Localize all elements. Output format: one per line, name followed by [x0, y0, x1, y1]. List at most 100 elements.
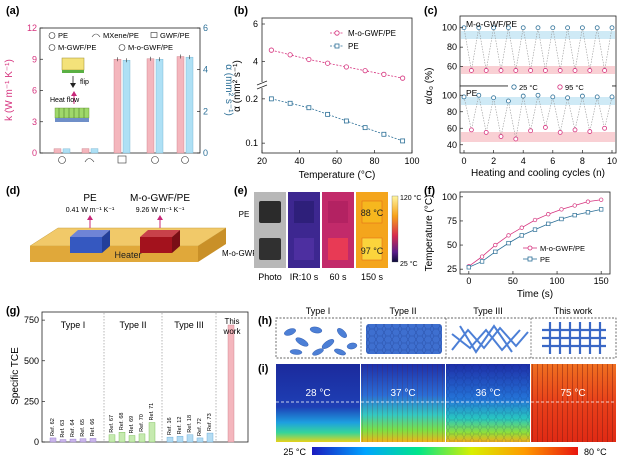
panel-f-legend: M-o-GWF/PE PE — [523, 244, 585, 264]
g-ref-label: Ref. 71 — [149, 403, 155, 421]
a-bar-k — [53, 148, 62, 154]
panel-b-label: (b) — [234, 5, 248, 17]
panel-b-series — [268, 47, 406, 144]
c-point-25 — [594, 25, 600, 31]
b-point — [381, 131, 387, 137]
panel-c-lower-band-blue — [461, 97, 615, 105]
panel-a-inset: flip Heat flow — [50, 57, 90, 122]
heater-label: Heater — [114, 250, 141, 260]
mogwf-heat-arrowhead-icon — [157, 215, 163, 220]
group-label-this-work-line2: work — [223, 327, 242, 336]
pe-block-front — [70, 237, 102, 253]
ir-150s-mogwf — [361, 237, 383, 261]
panel-a-left-ticks: 0 3 6 9 12 — [27, 23, 43, 158]
g-y-tick-label: 250 — [24, 396, 39, 406]
c-point-25 — [594, 94, 600, 100]
panel-a-x-icons — [58, 155, 189, 164]
f-point — [532, 217, 538, 223]
c-point-25 — [505, 25, 511, 31]
panel-c-label: (c) — [424, 5, 438, 17]
g-y-tick-label: 0 — [34, 437, 39, 447]
panel-f-ylabel: Temperature (°C) — [424, 195, 435, 272]
b-point — [325, 111, 331, 117]
legend-gwf-icon — [150, 32, 158, 38]
legend-f-mogwf: M-o-GWF/PE — [540, 244, 585, 253]
f-point — [493, 242, 498, 248]
group-label-type-2: Type II — [119, 320, 146, 330]
f-point — [519, 225, 524, 230]
group-label-type-1: Type I — [61, 320, 86, 330]
g-ref-label: Ref. 62 — [50, 418, 56, 436]
ir-color-scale — [391, 195, 399, 263]
inset-block-top-edge — [62, 70, 84, 73]
panel-a-legend: PE MXene/PE GWF/PE M-GWF/PE M-o-GWF/PE — [48, 31, 190, 52]
heater-side — [198, 228, 226, 262]
pe-block-side — [102, 230, 110, 253]
panel-d-mogwf-label: M-o-GWF/PE — [130, 193, 190, 204]
g-y-tick-label: 500 — [24, 356, 39, 366]
panel-g-dividers — [103, 313, 217, 441]
a-bar-k — [113, 59, 122, 154]
col-label-60s: 60 s — [329, 272, 347, 282]
inset-flip-label: flip — [80, 79, 89, 86]
c-point-25 — [491, 95, 497, 101]
c-point-95 — [483, 129, 489, 135]
g-ref-label: Ref. 63 — [60, 420, 66, 438]
g-bar — [138, 433, 146, 443]
a-left-tick-label: 0 — [32, 148, 37, 158]
x-icon-m-gwf — [151, 156, 159, 164]
panel-e-label: (e) — [234, 185, 248, 197]
panel-c-upper-series — [461, 25, 615, 73]
panel-c-legend: 25 °C 95 °C — [508, 82, 612, 92]
ir-150s-mogwf-temp: 97 °C — [361, 246, 384, 256]
c-point-25 — [580, 25, 585, 31]
g-bar — [186, 434, 194, 443]
ir-60s-pe — [328, 201, 348, 223]
legend-b-pe-marker — [334, 43, 340, 49]
a-bar-alpha — [62, 148, 71, 154]
c-point-25 — [505, 98, 511, 104]
panel-d-label: (d) — [6, 185, 20, 197]
f-point — [479, 259, 485, 264]
c-point-25 — [565, 95, 570, 101]
g-bar — [227, 324, 235, 443]
mogwf-block-top — [140, 230, 180, 237]
panel-c-upper-band-pink — [461, 66, 615, 74]
panel-b-legend: M-o-GWF/PE PE — [330, 29, 396, 51]
panel-d-pe-k: 0.41 W m⁻¹ K⁻¹ — [66, 207, 115, 214]
b-point — [343, 64, 349, 70]
b-x-tick-label: 40 — [294, 156, 304, 166]
panel-f-y-ticks: 25 50 75 100 — [442, 192, 463, 274]
panel-f-xlabel: Time (s) — [517, 289, 553, 300]
a-bar-alpha — [90, 148, 99, 154]
panel-c-upper-label: M-o-GWF/PE — [466, 19, 517, 29]
a-right-tick-label: 0 — [203, 148, 208, 158]
c-x-tick-label: 8 — [580, 156, 585, 166]
panel-h-this-work: This work — [554, 306, 593, 316]
c-y-tick-label: 100 — [442, 23, 457, 33]
c-y-tick-label: 100 — [442, 90, 457, 100]
g-bar — [128, 435, 136, 443]
c-point-95 — [572, 68, 578, 73]
g-bar — [118, 432, 126, 443]
panel-e-row-pe: PE — [239, 210, 250, 219]
panel-d: (d) Heater PE M-o-GWF/PE 0.41 W m⁻¹ K⁻¹ … — [6, 185, 227, 262]
a-bar-alpha — [155, 59, 164, 154]
panel-c-upper: M-o-GWF/PE — [459, 15, 617, 87]
c-y-tick-label: 60 — [447, 123, 457, 133]
panel-d-mogwf-k: 9.26 W m⁻¹ K⁻¹ — [136, 207, 185, 214]
g-bar — [206, 432, 214, 443]
f-point — [559, 207, 564, 212]
c-y-tick-label: 60 — [447, 62, 457, 72]
c-point-95 — [528, 68, 533, 73]
c-point-95 — [587, 129, 593, 134]
b-y-tick-label: 6 — [253, 19, 258, 29]
panel-c-y-ticks: 60 80 100 40 60 80 100 — [442, 23, 463, 150]
ir-10s-pe — [294, 201, 314, 223]
b-point — [306, 56, 312, 63]
panel-a-bars — [53, 54, 194, 154]
sim-temp-type-1: 28 °C — [305, 388, 330, 399]
c-point-25 — [520, 25, 526, 31]
ir-scale-min: 25 °C — [400, 260, 418, 268]
legend-mxene-icon — [91, 33, 101, 38]
